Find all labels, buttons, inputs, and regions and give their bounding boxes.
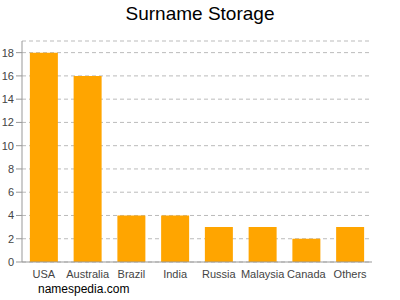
- svg-text:4: 4: [8, 209, 14, 221]
- svg-text:Malaysia: Malaysia: [241, 268, 285, 280]
- svg-text:8: 8: [8, 163, 14, 175]
- svg-text:Australia: Australia: [66, 268, 110, 280]
- svg-text:2: 2: [8, 233, 14, 245]
- svg-text:0: 0: [8, 256, 14, 268]
- svg-text:Others: Others: [334, 268, 368, 280]
- html-text:Surname Storage: Surname Storage: [125, 3, 275, 24]
- svg-text:6: 6: [8, 186, 14, 198]
- svg-text:Canada: Canada: [287, 268, 326, 280]
- html-text:namespedia.com: namespedia.com: [38, 282, 130, 296]
- svg-text:10: 10: [8, 140, 14, 152]
- svg-text:14: 14: [8, 93, 14, 105]
- svg-text:Russia: Russia: [202, 268, 237, 280]
- svg-text:Brazil: Brazil: [118, 268, 146, 280]
- svg-text:12: 12: [8, 116, 14, 128]
- svg-text:USA: USA: [33, 268, 56, 280]
- svg-text:18: 18: [8, 47, 14, 59]
- svg-text:India: India: [163, 268, 188, 280]
- svg-text:16: 16: [8, 70, 14, 82]
